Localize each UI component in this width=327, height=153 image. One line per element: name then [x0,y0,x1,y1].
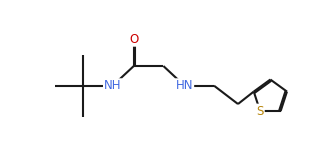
Text: HN: HN [176,79,193,92]
Text: S: S [256,105,264,118]
Text: O: O [129,33,138,46]
Text: NH: NH [104,79,121,92]
